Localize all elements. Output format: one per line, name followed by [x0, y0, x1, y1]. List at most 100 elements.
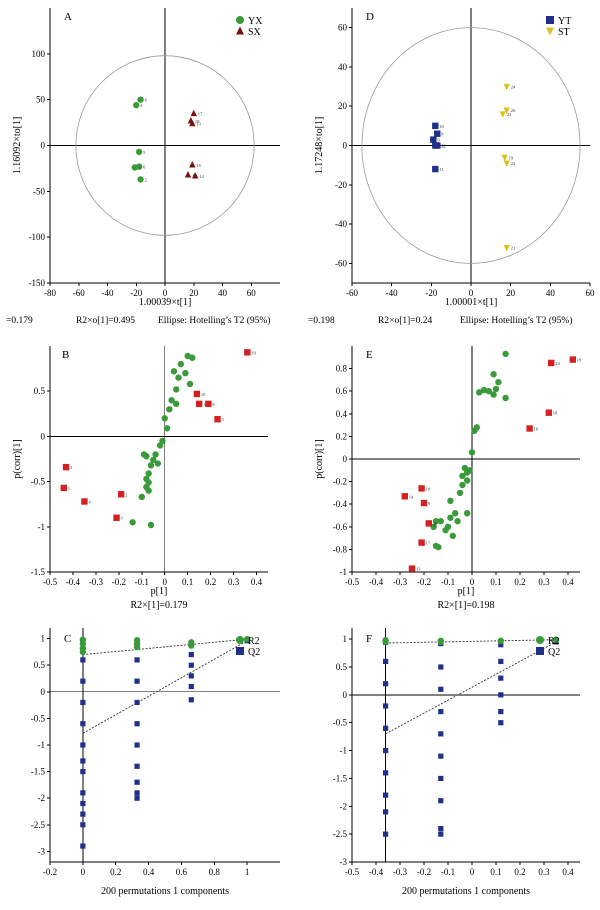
panel-F: -0.5 -0.4 -0.3 -0.2 -0.1 0 0.1 0.2 0.3 0.4 -3 -2.5 -… [333, 628, 580, 897]
data-point [438, 686, 444, 692]
data-point [492, 385, 500, 393]
point-label: 12 [441, 144, 446, 149]
legend-marker [546, 16, 554, 24]
x-tick-label: 0.1 [490, 867, 501, 877]
panel-label: C [64, 633, 71, 645]
data-point [503, 244, 510, 252]
x-tick-label: 20 [506, 288, 516, 298]
data-point [383, 831, 389, 837]
data-point [526, 425, 533, 432]
x-tick-label: -0.2 [112, 577, 126, 587]
data-point [430, 136, 437, 143]
y-tick-label: -2 [340, 801, 348, 811]
data-point [189, 354, 196, 361]
point-label: 18 [195, 119, 200, 124]
x-tick-label: -0.1 [441, 867, 455, 877]
data-point [471, 427, 478, 434]
data-point [468, 449, 476, 456]
x-tick-label: 0.4 [562, 867, 574, 877]
regression-line [385, 641, 557, 735]
data-point [173, 400, 180, 408]
x-tick-label: -40 [102, 288, 114, 298]
data-point [188, 662, 194, 668]
data-point [464, 477, 471, 484]
y-tick-label: 60 [338, 23, 348, 33]
data-point [438, 798, 444, 804]
point-label: 24 [555, 361, 560, 366]
legend-marker [546, 27, 554, 36]
y-tick-label: 0 [41, 141, 46, 151]
data-point [432, 517, 440, 525]
data-point [80, 742, 86, 748]
y-axis-title: 1.17248×to[1] [314, 117, 325, 175]
x-tick-label: 0 [470, 577, 475, 587]
data-point [80, 721, 86, 727]
data-point [186, 380, 194, 388]
panel-label: A [64, 11, 72, 23]
point-label: 9 [437, 138, 440, 143]
point-label: 7 [121, 516, 124, 521]
data-point [449, 532, 456, 540]
legend-marker [236, 636, 244, 644]
x-tick-label: 0.4 [251, 577, 263, 587]
footer-text: Ellipse: Hotelling’s T2 (95%) [460, 315, 573, 326]
data-point [80, 811, 86, 817]
point-label: 19 [251, 350, 256, 355]
y-axis-title: p(corr)[1] [314, 439, 325, 478]
legend-label: R2 [248, 636, 260, 647]
data-point [175, 374, 182, 381]
y-tick-label: -1.5 [333, 773, 348, 783]
x-axis-title: 1.00039×t[1] [139, 297, 192, 308]
data-point [195, 400, 203, 408]
point-label: 4 [88, 499, 91, 504]
legend-label: YX [248, 16, 263, 27]
panel-C: -0.2 0 0.2 0.4 0.6 0.8 1 -3 -2.5 -2 -1.5 -1 -0.5 0 0.5… [31, 628, 280, 897]
data-point [191, 172, 199, 179]
data-point [134, 721, 140, 727]
data-point [383, 809, 389, 815]
point-label: 13 [416, 567, 421, 572]
data-point [499, 111, 506, 118]
x-tick-label: 0 [163, 288, 168, 298]
y-tick-label: -2.5 [31, 820, 46, 830]
footer-text: R2×o[1]=0.24 [378, 316, 433, 326]
x-tick-label: 20 [189, 288, 199, 298]
data-point [190, 109, 197, 117]
data-point [177, 360, 184, 368]
y-axis-title: p(corr)[1] [12, 439, 23, 478]
data-point [452, 510, 459, 517]
regression-line [82, 640, 248, 734]
footer-text: Ellipse: Hotelling’s T2 (95%) [158, 315, 271, 326]
point-label: 2 [125, 492, 127, 497]
point-label: 16 [534, 426, 539, 431]
x-tick-label: 0.3 [538, 577, 550, 587]
panel-label: B [62, 349, 69, 361]
footer-text: =0.179 [6, 316, 33, 326]
y-tick-label: -3 [340, 857, 348, 867]
data-point [447, 514, 454, 521]
point-label: 8 [441, 132, 444, 137]
point-label: 13 [196, 122, 201, 127]
point-label: 3 [70, 465, 73, 470]
point-label: 2 [145, 177, 147, 182]
y-tick-label: -0.8 [333, 544, 348, 554]
data-point [476, 389, 483, 396]
caption-text: R2×[1]=0.179 [130, 600, 187, 611]
data-point [434, 142, 441, 149]
data-point [138, 493, 145, 501]
x-tick-label: 0.2 [205, 577, 216, 587]
y-tick-label: -1 [340, 746, 348, 756]
data-point [418, 485, 425, 492]
legend-label: R2 [548, 636, 560, 647]
y-tick-label: -50 [33, 186, 45, 196]
y-tick-label: 50 [36, 95, 46, 105]
data-point [80, 800, 86, 807]
y-tick-label: -2 [38, 793, 46, 803]
point-label: 5 [143, 150, 146, 155]
data-point [80, 768, 86, 775]
data-point [133, 643, 141, 651]
data-point [501, 154, 508, 161]
data-point [133, 101, 140, 109]
data-point [137, 176, 144, 183]
legend-label: Q2 [548, 647, 560, 658]
